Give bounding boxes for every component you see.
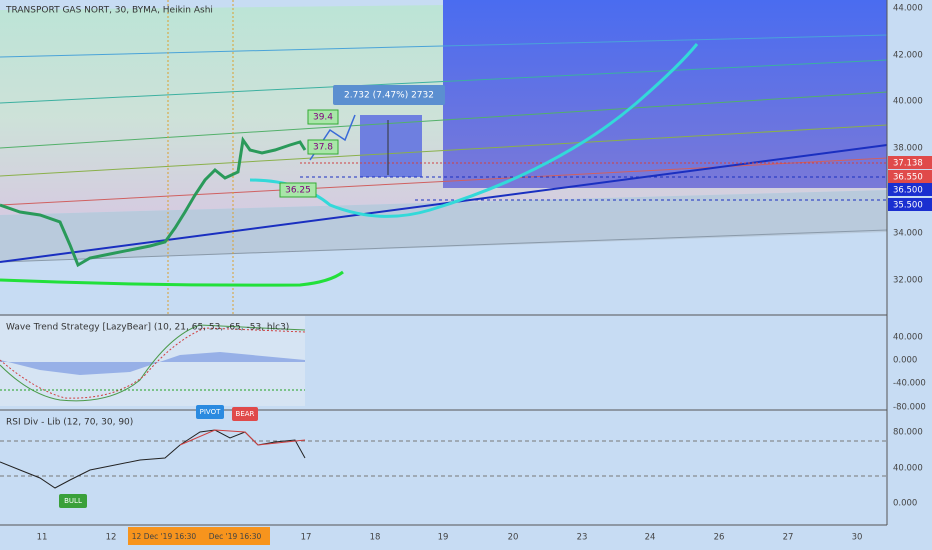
pivot-label: PIVOT [200,408,221,416]
channel-line [0,229,888,263]
measure-label: 2.732 (7.47%) 2732 [344,91,434,101]
price-tag-label: 36.550 [893,173,923,183]
trend-line [0,144,888,263]
price-tag [888,183,932,196]
level-box [307,139,339,155]
price-tag-label: 35.500 [893,201,923,211]
price-tags: 37.138 36.550 36.500 35.500 [888,156,932,211]
channel-line [0,59,888,104]
price-tag-label: 37.138 [893,159,923,169]
lower-channel [0,190,887,262]
rsi-axis-label: 40.000 [893,464,923,474]
price-label: 34.000 [893,229,923,239]
time-label: 18 [370,533,381,543]
time-highlight-end: Dec '19 16:30 [209,532,262,541]
channel-line [0,157,888,206]
time-highlight [200,527,270,545]
time-label: 30 [852,533,863,543]
wave-signal [0,327,306,399]
time-highlight [128,527,200,545]
price-tag-label: 36.500 [893,186,923,196]
wave-line [0,324,306,402]
level-label: 39.4 [313,113,333,123]
rsi-axis-label: 0.000 [893,499,917,509]
measure-label-box [333,85,445,105]
price-tag [888,170,932,183]
price-candles [0,136,307,268]
projection-curve [249,43,699,218]
support-curve [0,270,344,287]
price-tag [888,198,932,211]
price-label: 32.000 [893,276,923,286]
level-box [279,182,317,198]
time-label: 26 [714,533,725,543]
time-label: 24 [645,533,656,543]
wave-axis-label: -80.000 [893,403,926,413]
time-highlight-start: 12 Dec '19 16:30 [132,532,197,541]
rsi-title: RSI Div - Lib (12, 70, 30, 90) [6,418,133,428]
wave-axis: 40.000 0.000 -40.000 -80.000 [893,333,926,413]
time-label: 17 [301,533,312,543]
target-box [360,115,422,177]
bull-label: BULL [64,497,82,505]
bear-signal [232,407,258,421]
channel-line [0,91,888,149]
wave-trend-pane: Wave Trend Strategy [LazyBear] (10, 21, … [0,316,306,406]
time-label: 27 [783,533,794,543]
time-label: 23 [577,533,588,543]
rsi-axis-label: 80.000 [893,428,923,438]
bull-signal [59,494,87,508]
price-label: 42.000 [893,51,923,61]
main-pane: 2.732 (7.47%) 2732 39.4 37.8 36.25 TRANS… [0,0,888,315]
pivot-signal [196,405,224,419]
level-label: 37.8 [313,143,333,153]
time-labels: 11 12 17 18 19 20 23 24 26 27 30 [37,533,863,543]
time-label: 19 [438,533,449,543]
level-label: 36.25 [285,186,311,196]
price-tag [888,156,932,169]
rsi-pane: PIVOT BEAR BULL RSI Div - Lib (12, 70, 3… [0,405,887,508]
price-label: 40.000 [893,97,923,107]
chart-title: TRANSPORT GAS NORT, 30, BYMA, Heikin Ash… [5,6,213,16]
channel-line [0,124,888,177]
price-axis [887,0,932,550]
wave-axis-label: -40.000 [893,379,926,389]
rsi-div [179,429,306,446]
wave-axis-label: 40.000 [893,333,923,343]
channel-line [0,34,888,58]
forecast-box [443,0,887,188]
wave-title: Wave Trend Strategy [LazyBear] (10, 21, … [6,323,289,333]
time-label: 11 [37,533,48,543]
rsi-axis: 80.000 40.000 0.000 [893,428,923,509]
level-box [307,109,339,125]
price-labels: 44.000 42.000 40.000 38.000 34.000 32.000 [893,4,923,286]
wave-axis-label: 0.000 [893,356,917,366]
time-label: 20 [508,533,519,543]
price-label: 44.000 [893,4,923,14]
bear-label: BEAR [236,410,255,418]
time-label: 12 [106,533,117,543]
price-label: 38.000 [893,144,923,154]
